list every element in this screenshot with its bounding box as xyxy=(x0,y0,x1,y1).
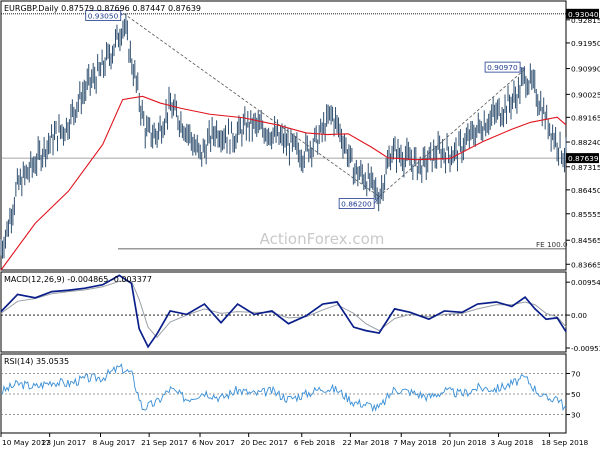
x-tick-label: 3 Aug 2018 xyxy=(491,438,534,447)
rsi-line xyxy=(0,363,567,413)
y-tick-label: 0.83665 xyxy=(571,260,600,269)
top-price-label: 0.93040 xyxy=(568,10,599,19)
macd-signal-line xyxy=(0,280,567,339)
macd-y-tick-label: -0.009538 xyxy=(571,344,600,353)
macd-y-tick-label: 0.00 xyxy=(571,311,587,320)
x-tick-label: 6 Nov 2017 xyxy=(192,438,235,447)
x-tick-label: 22 Mar 2018 xyxy=(342,438,389,447)
y-tick-label: 0.84565 xyxy=(571,236,600,245)
moving-average-series xyxy=(0,95,567,271)
y-tick-label: 0.86450 xyxy=(571,186,600,195)
swing-trend-line xyxy=(123,13,380,197)
symbol-header: EURGBP.Daily 0.87579 0.87696 0.87447 0.8… xyxy=(4,4,201,13)
watermark: ActionForex.com xyxy=(260,230,385,248)
x-tick-label: 20 Jun 2018 xyxy=(442,438,487,447)
rsi-y-tick-label: 30 xyxy=(571,411,581,420)
macd-y-tick-label: 0.00954 xyxy=(571,278,600,287)
macd-panel xyxy=(0,271,567,353)
x-tick-label: 21 Sep 2017 xyxy=(141,438,188,447)
x-tick-label: 20 Dec 2017 xyxy=(241,438,289,447)
rsi-y-tick-label: 70 xyxy=(571,369,581,378)
y-tick-label: 0.85555 xyxy=(571,210,600,219)
swing-label: 0.93050 xyxy=(88,12,119,21)
y-tick-label: 0.90990 xyxy=(571,65,600,74)
x-tick-label: 18 Sep 2018 xyxy=(541,438,588,447)
y-tick-label: 0.88240 xyxy=(571,138,600,147)
swing-label: 0.90970 xyxy=(487,63,518,72)
x-tick-label: 10 May 2017 xyxy=(2,438,50,447)
last-price-label: 0.87639 xyxy=(568,154,599,163)
rsi-header: RSI(14) 35.0535 xyxy=(4,357,69,366)
y-tick-label: 0.90025 xyxy=(571,90,600,99)
x-tick-label: 8 Aug 2017 xyxy=(93,438,136,447)
macd-header: MACD(12,26,9) -0.004865 -0.003377 xyxy=(4,275,152,284)
y-tick-label: 0.87315 xyxy=(571,163,600,172)
x-tick-label: 7 May 2018 xyxy=(393,438,437,447)
macd-line xyxy=(0,274,567,349)
swing-label: 0.86200 xyxy=(341,200,372,209)
x-tick-label: 6 Feb 2018 xyxy=(294,438,336,447)
y-tick-label: 0.92815 xyxy=(571,16,600,25)
moving-average-line xyxy=(0,95,567,271)
x-tick-label: 23 Jun 2017 xyxy=(42,438,87,447)
price-series xyxy=(0,13,567,259)
y-tick-label: 0.89165 xyxy=(571,113,600,122)
y-tick-label: 0.91950 xyxy=(571,39,600,48)
fe-level-label: FE 100.0 xyxy=(536,240,568,249)
rsi-y-tick-label: 50 xyxy=(571,390,581,399)
